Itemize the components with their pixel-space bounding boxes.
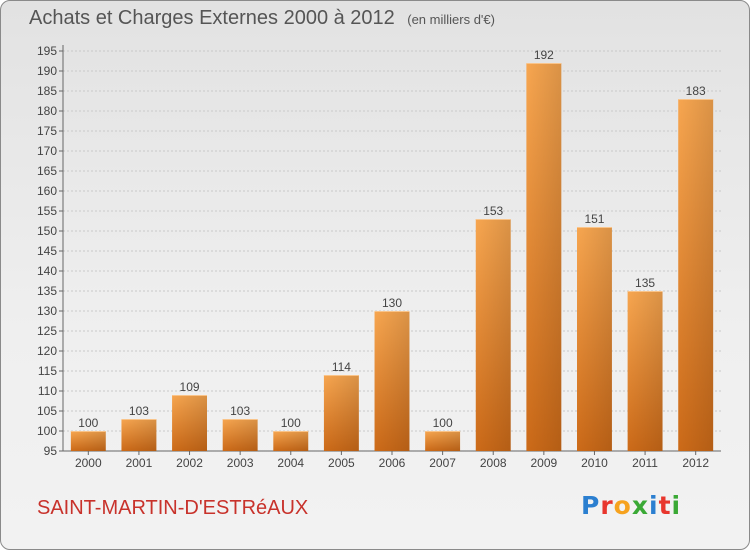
y-tick-label: 110 xyxy=(38,384,57,398)
x-tick-label: 2005 xyxy=(328,456,355,470)
x-tick-label: 2001 xyxy=(126,456,153,470)
commune-name: SAINT-MARTIN-D'ESTRéAUX xyxy=(37,497,309,519)
x-tick-label: 2008 xyxy=(480,456,507,470)
x-tick-label: 2007 xyxy=(429,456,456,470)
logo-letter: i xyxy=(649,491,659,520)
logo-letter: o xyxy=(613,491,632,520)
y-tick-label: 120 xyxy=(37,344,57,358)
y-tick-label: 140 xyxy=(37,264,57,278)
x-tick-label: 2006 xyxy=(379,456,406,470)
bar-value-label: 103 xyxy=(230,404,250,418)
chart-unit: (en milliers d'€) xyxy=(407,12,495,27)
y-tick-label: 185 xyxy=(37,84,57,98)
bar-value-label: 100 xyxy=(78,416,98,430)
x-tick-label: 2010 xyxy=(581,456,608,470)
bar-value-label: 130 xyxy=(382,296,402,310)
bar-value-label: 135 xyxy=(635,276,655,290)
bar-value-label: 109 xyxy=(180,380,200,394)
title-row: Achats et Charges Externes 2000 à 2012 (… xyxy=(29,7,495,30)
y-tick-label: 130 xyxy=(37,304,57,318)
logo-letter: x xyxy=(631,491,649,520)
bar-value-label: 151 xyxy=(584,212,604,226)
y-tick-label: 155 xyxy=(37,204,57,218)
y-tick-label: 160 xyxy=(37,184,57,198)
y-tick-label: 190 xyxy=(37,64,57,78)
logo-letter: P xyxy=(581,491,601,520)
bar-value-label: 114 xyxy=(332,360,351,374)
x-tick-label: 2009 xyxy=(530,456,557,470)
x-tick-label: 2011 xyxy=(632,456,658,470)
y-tick-label: 115 xyxy=(38,364,57,378)
y-tick-label: 150 xyxy=(37,224,57,238)
bar-value-label: 100 xyxy=(433,416,453,430)
y-tick-label: 170 xyxy=(37,144,57,158)
y-tick-label: 180 xyxy=(37,104,57,118)
y-tick-label: 175 xyxy=(37,124,57,138)
bar-value-label: 103 xyxy=(129,404,149,418)
bar-value-label: 100 xyxy=(281,416,301,430)
bar-value-label: 183 xyxy=(686,84,706,98)
proxiti-logo: Proxiti xyxy=(581,491,681,520)
y-tick-label: 165 xyxy=(37,164,57,178)
y-tick-label: 100 xyxy=(37,424,57,438)
y-tick-label: 95 xyxy=(44,444,58,458)
x-tick-label: 2012 xyxy=(682,456,709,470)
logo-letter: r xyxy=(600,491,614,520)
y-tick-label: 105 xyxy=(37,404,57,418)
y-tick-label: 135 xyxy=(37,284,57,298)
logo-letter: t xyxy=(658,491,672,520)
bar-value-label: 153 xyxy=(483,204,503,218)
y-tick-label: 125 xyxy=(37,324,57,338)
bar-value-label: 192 xyxy=(534,48,554,62)
chart-title: Achats et Charges Externes 2000 à 2012 xyxy=(29,7,395,29)
y-tick-label: 145 xyxy=(37,244,57,258)
x-tick-label: 2003 xyxy=(227,456,254,470)
x-tick-label: 2004 xyxy=(277,456,304,470)
x-tick-label: 2000 xyxy=(75,456,102,470)
y-tick-label: 195 xyxy=(37,44,57,58)
logo-letter: i xyxy=(671,491,682,520)
x-tick-label: 2002 xyxy=(176,456,203,470)
